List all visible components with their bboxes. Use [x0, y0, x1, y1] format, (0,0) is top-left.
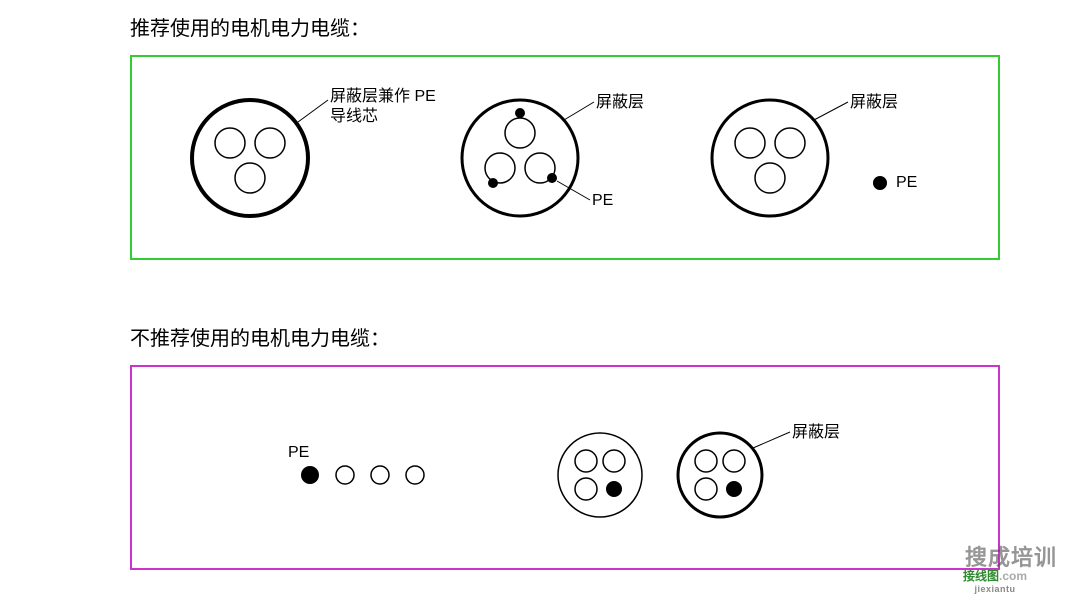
label-cable3-shield: 屏蔽层: [850, 88, 898, 112]
cable-6-shield-asym-pe: [678, 432, 790, 517]
label-cable4-pe: PE: [288, 444, 309, 462]
label-cable2-pe: PE: [592, 192, 613, 210]
watermark-site-green: 接线图: [963, 569, 999, 583]
label-cable6-shield: 屏蔽层: [792, 418, 840, 442]
cable-2-shield-3core-3pe: [462, 100, 594, 216]
label-cable1-line2: 导线芯: [330, 102, 378, 126]
watermark-site: 接线图.com jiexiantu: [963, 567, 1027, 594]
label-cable3-pe: PE: [896, 174, 917, 192]
cable-5-unshielded-4core: [558, 433, 642, 517]
diagram-canvas: [0, 0, 1077, 602]
cable-4-flat-pe-3core: [301, 466, 424, 484]
cable-1-shield-pe-3core: [192, 100, 328, 216]
watermark-site-gray: .com: [999, 569, 1027, 583]
watermark-site-sub: jiexiantu: [963, 584, 1027, 594]
label-cable2-shield: 屏蔽层: [596, 88, 644, 112]
cable-3-shield-3core-ext-pe: [712, 100, 887, 216]
